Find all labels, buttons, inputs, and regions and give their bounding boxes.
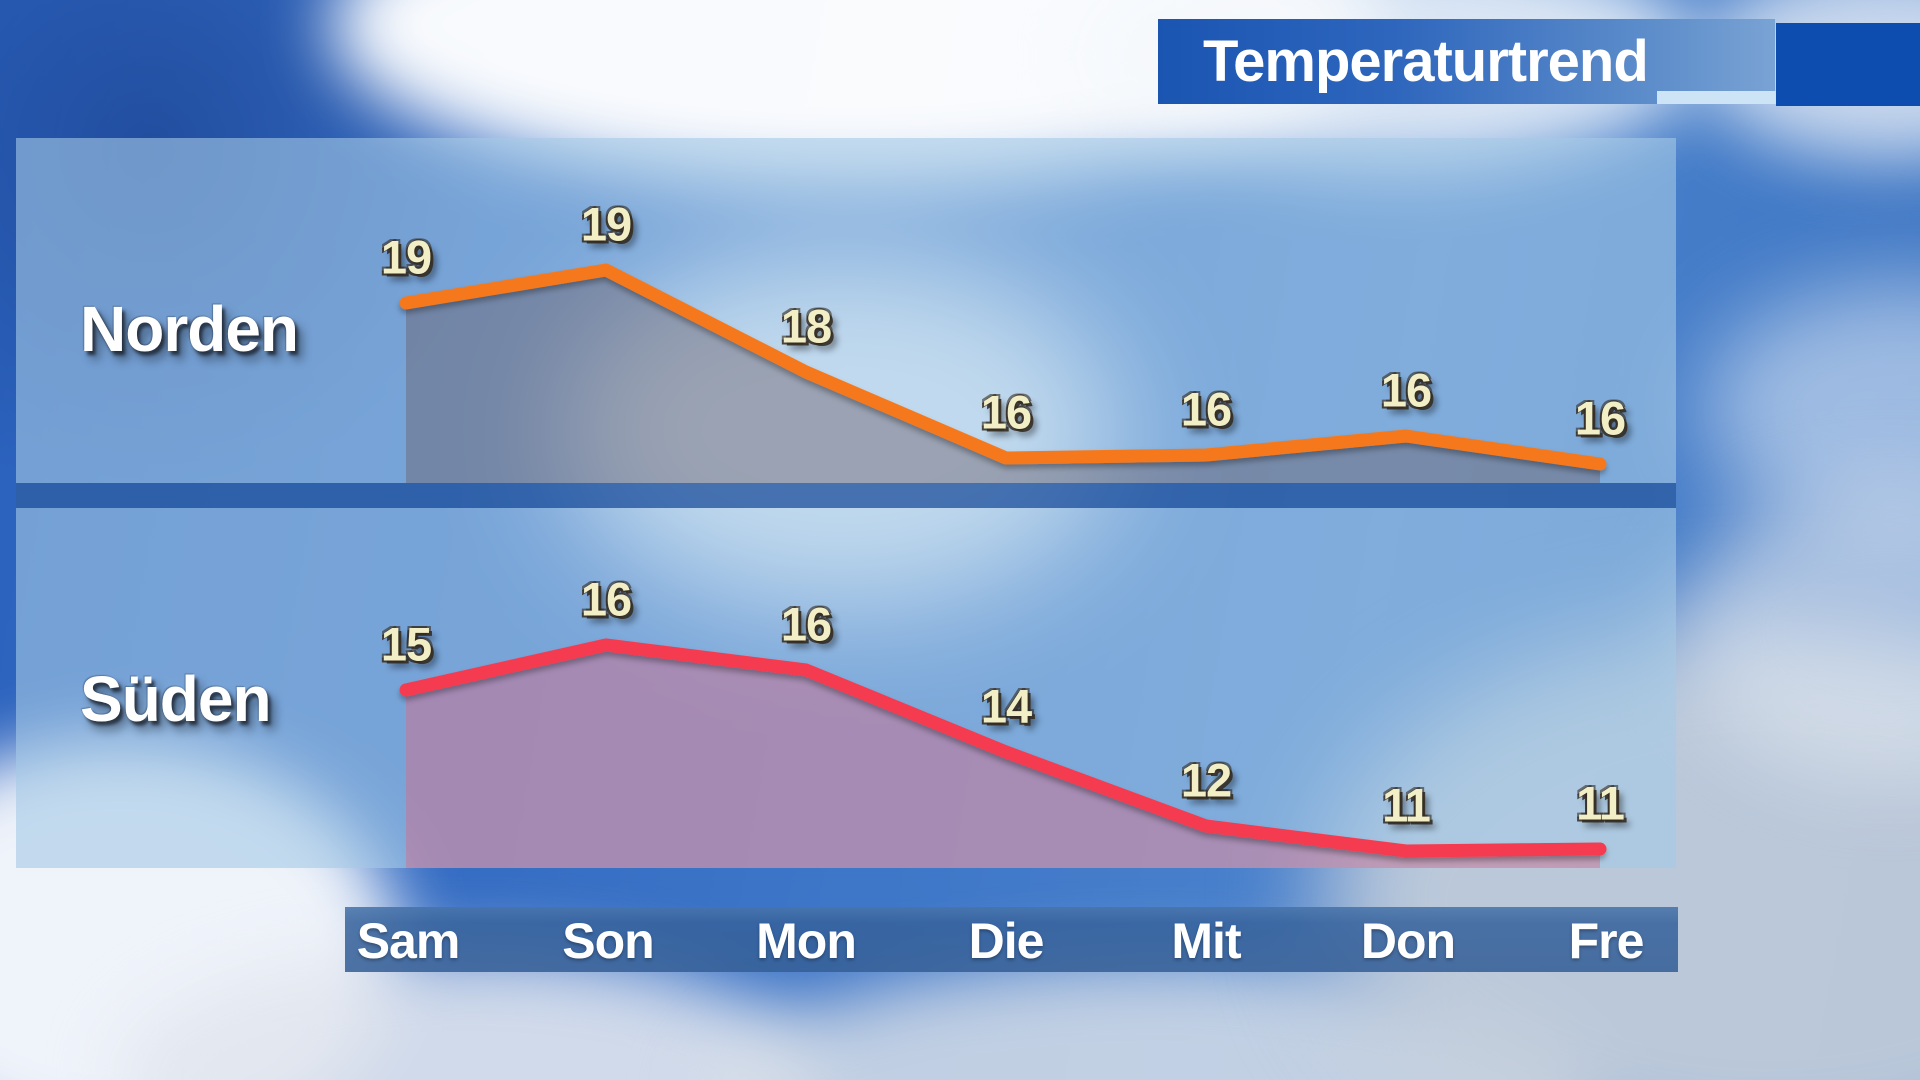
day-label-die: Die	[968, 913, 1045, 969]
day-label-fre: Fre	[1568, 913, 1645, 969]
value-label-norden-don: 16	[1380, 363, 1432, 417]
value-label-süden-fre: 11	[1576, 776, 1625, 830]
day-axis-bar	[345, 907, 1678, 972]
value-label-norden-die: 16	[980, 385, 1032, 439]
value-label-süden-die: 14	[980, 679, 1032, 733]
value-label-norden-son: 19	[580, 197, 632, 251]
value-label-norden-sam: 19	[380, 230, 432, 284]
day-label-sam: Sam	[356, 913, 461, 969]
region-label-north: Norden	[80, 293, 299, 365]
title-accent-block	[1776, 23, 1920, 106]
panel-divider-band	[16, 483, 1676, 508]
value-label-norden-mon: 18	[780, 299, 832, 353]
title-underline-strip	[1657, 91, 1776, 104]
title-bar: Temperaturtrend	[1158, 19, 1775, 104]
page-title: Temperaturtrend	[1203, 29, 1649, 94]
day-label-mon: Mon	[756, 913, 857, 969]
value-label-süden-mit: 12	[1180, 753, 1232, 807]
day-label-don: Don	[1360, 913, 1456, 969]
trend-line-süden	[399, 638, 1607, 858]
trend-line-norden	[399, 263, 1607, 471]
value-label-süden-sam: 15	[380, 617, 432, 671]
value-label-süden-son: 16	[580, 572, 632, 626]
value-label-norden-mit: 16	[1180, 382, 1232, 436]
day-label-mit: Mit	[1171, 913, 1241, 969]
value-label-norden-fre: 16	[1574, 391, 1626, 445]
north-chart-panel	[16, 138, 1676, 483]
value-label-süden-don: 11	[1382, 778, 1431, 832]
day-label-son: Son	[562, 913, 654, 969]
value-label-süden-mon: 16	[780, 597, 832, 651]
region-label-south: Süden	[80, 663, 272, 735]
